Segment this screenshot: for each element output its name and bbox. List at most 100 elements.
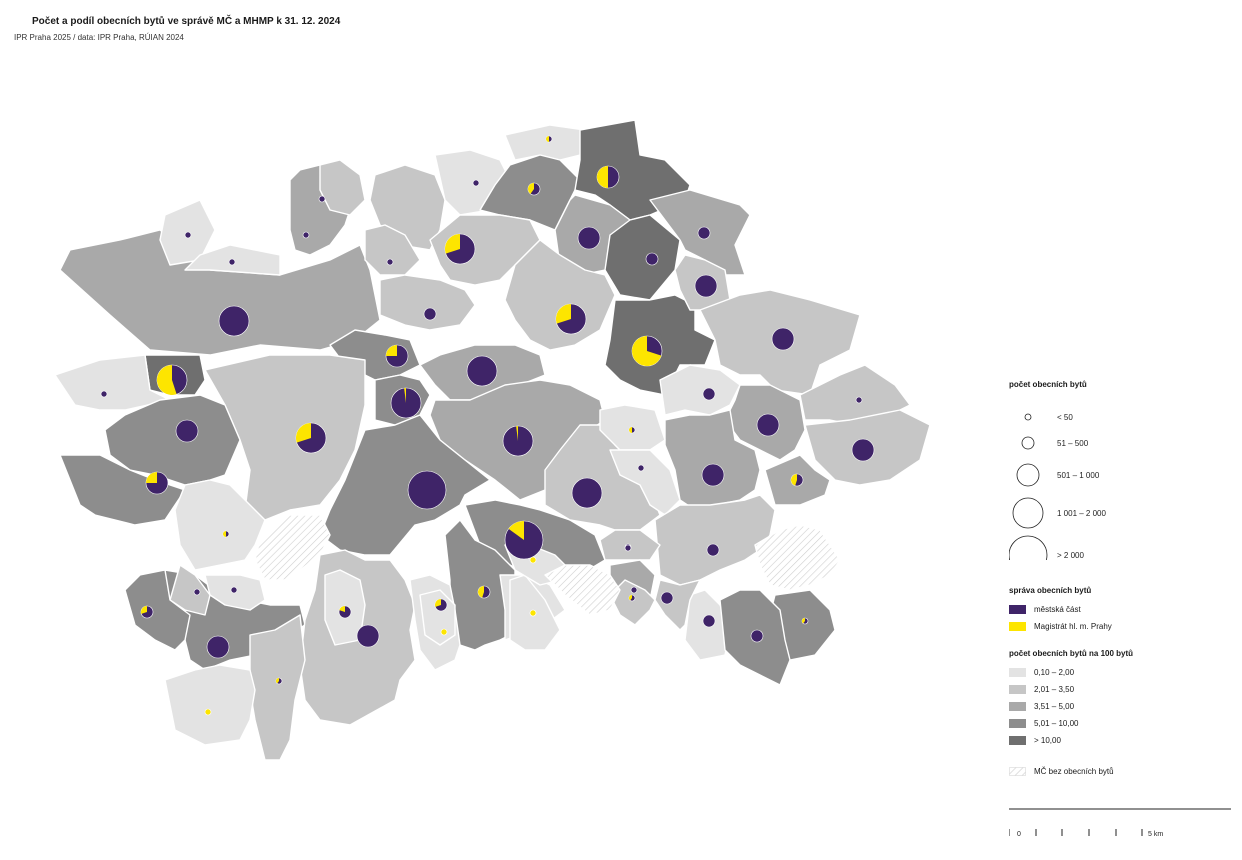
pie-symbol[interactable] [184,231,192,239]
pie-symbol[interactable] [801,617,809,625]
pie-wedge-mhmp [477,586,484,598]
pie-symbol[interactable] [295,422,327,454]
district[interactable] [754,524,841,591]
district[interactable] [164,664,256,746]
pie-symbol[interactable] [630,586,638,594]
pie-base [318,195,326,203]
pie-symbol[interactable] [624,544,632,552]
pie-symbol[interactable] [156,364,188,396]
pie-symbol[interactable] [407,470,447,510]
pie-symbol[interactable] [701,463,725,487]
district[interactable] [654,494,776,586]
pie-wedge-mhmp [508,521,524,540]
pie-symbol[interactable] [660,591,674,605]
legend-density-label: 0,10 – 2,00 [1034,668,1075,677]
district[interactable] [544,564,621,616]
pie-symbol[interactable] [145,471,169,495]
pie-symbol[interactable] [472,179,480,187]
pie-symbol[interactable] [204,708,212,716]
pie-symbol[interactable] [697,226,711,240]
pie-symbol[interactable] [318,195,326,203]
pie-symbol[interactable] [529,556,537,564]
pie-symbol[interactable] [440,628,448,636]
pie-symbol[interactable] [851,438,875,462]
pie-symbol[interactable] [206,635,230,659]
pie-symbol[interactable] [694,274,718,298]
pie-symbol[interactable] [228,258,236,266]
pie-symbol[interactable] [466,355,498,387]
legend-hatch-swatch [1009,767,1026,776]
pie-symbol[interactable] [302,231,310,239]
pie-symbol[interactable] [100,390,108,398]
pie-base [701,463,725,487]
district[interactable] [59,454,186,526]
pie-base [407,470,447,510]
pie-symbol[interactable] [571,477,603,509]
district[interactable] [379,274,476,331]
district[interactable] [254,514,331,581]
district[interactable] [664,409,761,511]
pie-symbol[interactable] [504,520,544,560]
pie-symbol[interactable] [477,585,491,599]
legend-size-item: < 50 [1024,413,1073,422]
pie-symbol[interactable] [702,387,716,401]
pie-wedge-mhmp [435,599,441,607]
pie-symbol[interactable] [631,335,663,367]
pie-symbol[interactable] [444,233,476,265]
pie-base [386,258,394,266]
pie-symbol[interactable] [230,586,238,594]
pie-symbol[interactable] [529,609,537,617]
pie-symbol[interactable] [175,419,199,443]
pie-base [571,477,603,509]
district[interactable] [204,354,366,521]
pie-symbol[interactable] [771,327,795,351]
map-title: Počet a podíl obecních bytů ve správě MČ… [32,16,341,27]
pie-symbol[interactable] [545,135,553,143]
pie-symbol[interactable] [628,594,636,602]
pie-symbol[interactable] [790,473,804,487]
district[interactable] [504,124,586,161]
pie-symbol[interactable] [596,165,620,189]
pie-symbol[interactable] [390,387,422,419]
pie-symbol[interactable] [356,624,380,648]
pie-symbol[interactable] [140,605,154,619]
pie-symbol[interactable] [218,305,250,337]
pie-base [440,628,448,636]
district[interactable] [249,614,306,761]
pie-symbol[interactable] [637,464,645,472]
district[interactable] [174,479,266,571]
legend-density-item: 3,51 – 5,00 [1009,698,1239,715]
district[interactable] [659,364,741,416]
pie-symbol[interactable] [706,543,720,557]
pie-symbol[interactable] [756,413,780,437]
pie-symbol[interactable] [645,252,659,266]
district[interactable] [319,159,366,216]
district[interactable] [364,224,421,276]
pie-symbol[interactable] [193,588,201,596]
district[interactable] [319,414,491,556]
pie-symbol[interactable] [434,598,448,612]
pie-symbol[interactable] [338,605,352,619]
pie-symbol[interactable] [386,258,394,266]
pie-symbol[interactable] [702,614,716,628]
pie-symbol[interactable] [275,677,283,685]
district[interactable] [504,239,616,351]
legend-mgmt-mhmp: Magistrát hl. m. Prahy [1009,618,1239,635]
legend-size-item: 1 001 – 2 000 [1012,497,1106,529]
pie-symbol[interactable] [527,182,541,196]
pie-base [466,355,498,387]
pie-symbol[interactable] [222,530,230,538]
district[interactable] [609,579,656,626]
pie-symbol[interactable] [577,226,601,250]
pie-symbol[interactable] [750,629,764,643]
pie-symbol[interactable] [855,396,863,404]
pie-symbol[interactable] [628,426,636,434]
pie-symbol[interactable] [555,303,587,335]
pie-symbol[interactable] [502,425,534,457]
pie-symbol[interactable] [423,307,437,321]
district[interactable] [124,569,191,651]
pie-base [230,586,238,594]
pie-wedge-mhmp [791,474,797,486]
pie-base [577,226,601,250]
pie-symbol[interactable] [385,344,409,368]
